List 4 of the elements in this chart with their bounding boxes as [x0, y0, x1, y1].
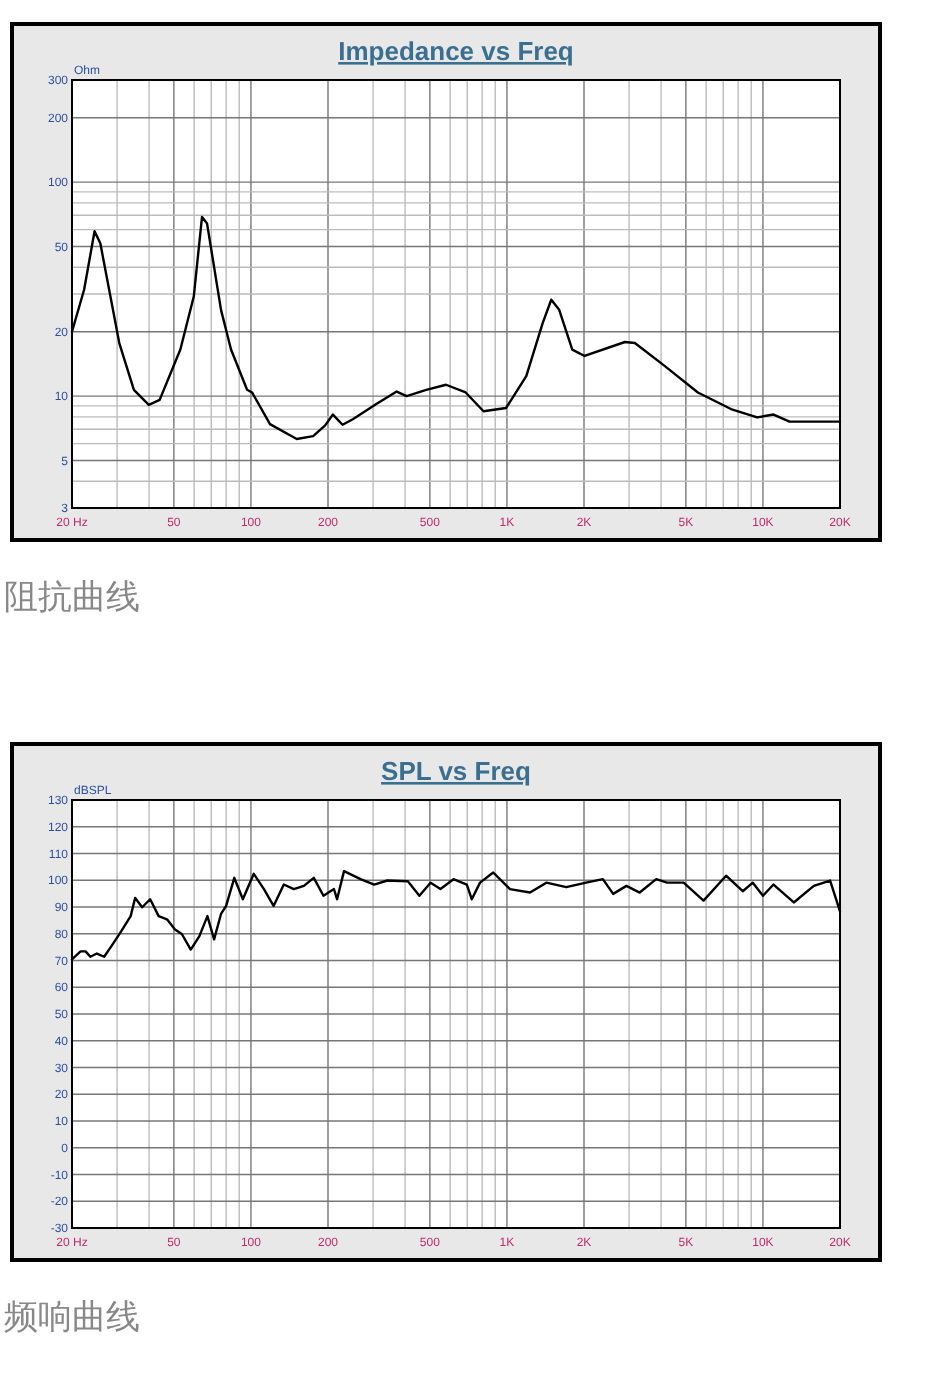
- chart-title: Impedance vs Freq: [338, 36, 574, 66]
- chart-title: SPL vs Freq: [381, 756, 532, 786]
- text: 阻抗曲线: [4, 578, 140, 618]
- text: 频响曲线: [4, 1298, 140, 1338]
